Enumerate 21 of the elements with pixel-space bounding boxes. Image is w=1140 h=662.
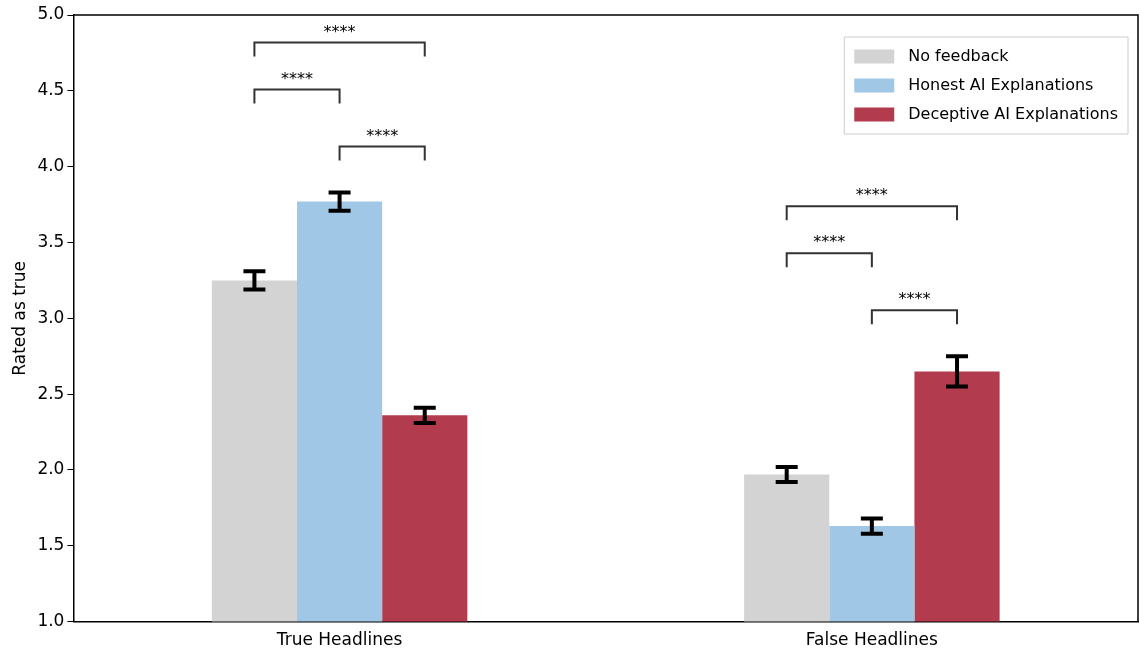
annotation: **** xyxy=(898,289,931,309)
annotation: **** xyxy=(366,125,399,145)
y-tick-label: 1.0 xyxy=(37,610,65,631)
y-tick-label: 1.5 xyxy=(37,534,65,555)
legend-label: Deceptive AI Explanations xyxy=(908,103,1119,123)
x-tick-label: True Headlines xyxy=(275,629,403,650)
y-axis-title: Rated as true xyxy=(8,260,29,376)
y-tick-label: 5.0 xyxy=(37,3,65,24)
y-tick-label: 2.5 xyxy=(37,382,65,403)
annotation: **** xyxy=(855,185,888,205)
legend-label: No feedback xyxy=(908,45,1010,65)
annotation: **** xyxy=(323,21,356,41)
annotation: **** xyxy=(813,232,846,252)
annotation: **** xyxy=(280,68,313,88)
y-tick-label: 4.0 xyxy=(37,155,65,176)
legend-label: Honest AI Explanations xyxy=(908,74,1094,94)
y-tick-label: 2.0 xyxy=(37,458,65,479)
y-tick-label: 4.5 xyxy=(37,79,65,100)
x-tick-label: False Headlines xyxy=(805,629,939,650)
y-tick-label: 3.0 xyxy=(37,306,65,327)
y-tick-label: 3.5 xyxy=(37,230,65,251)
